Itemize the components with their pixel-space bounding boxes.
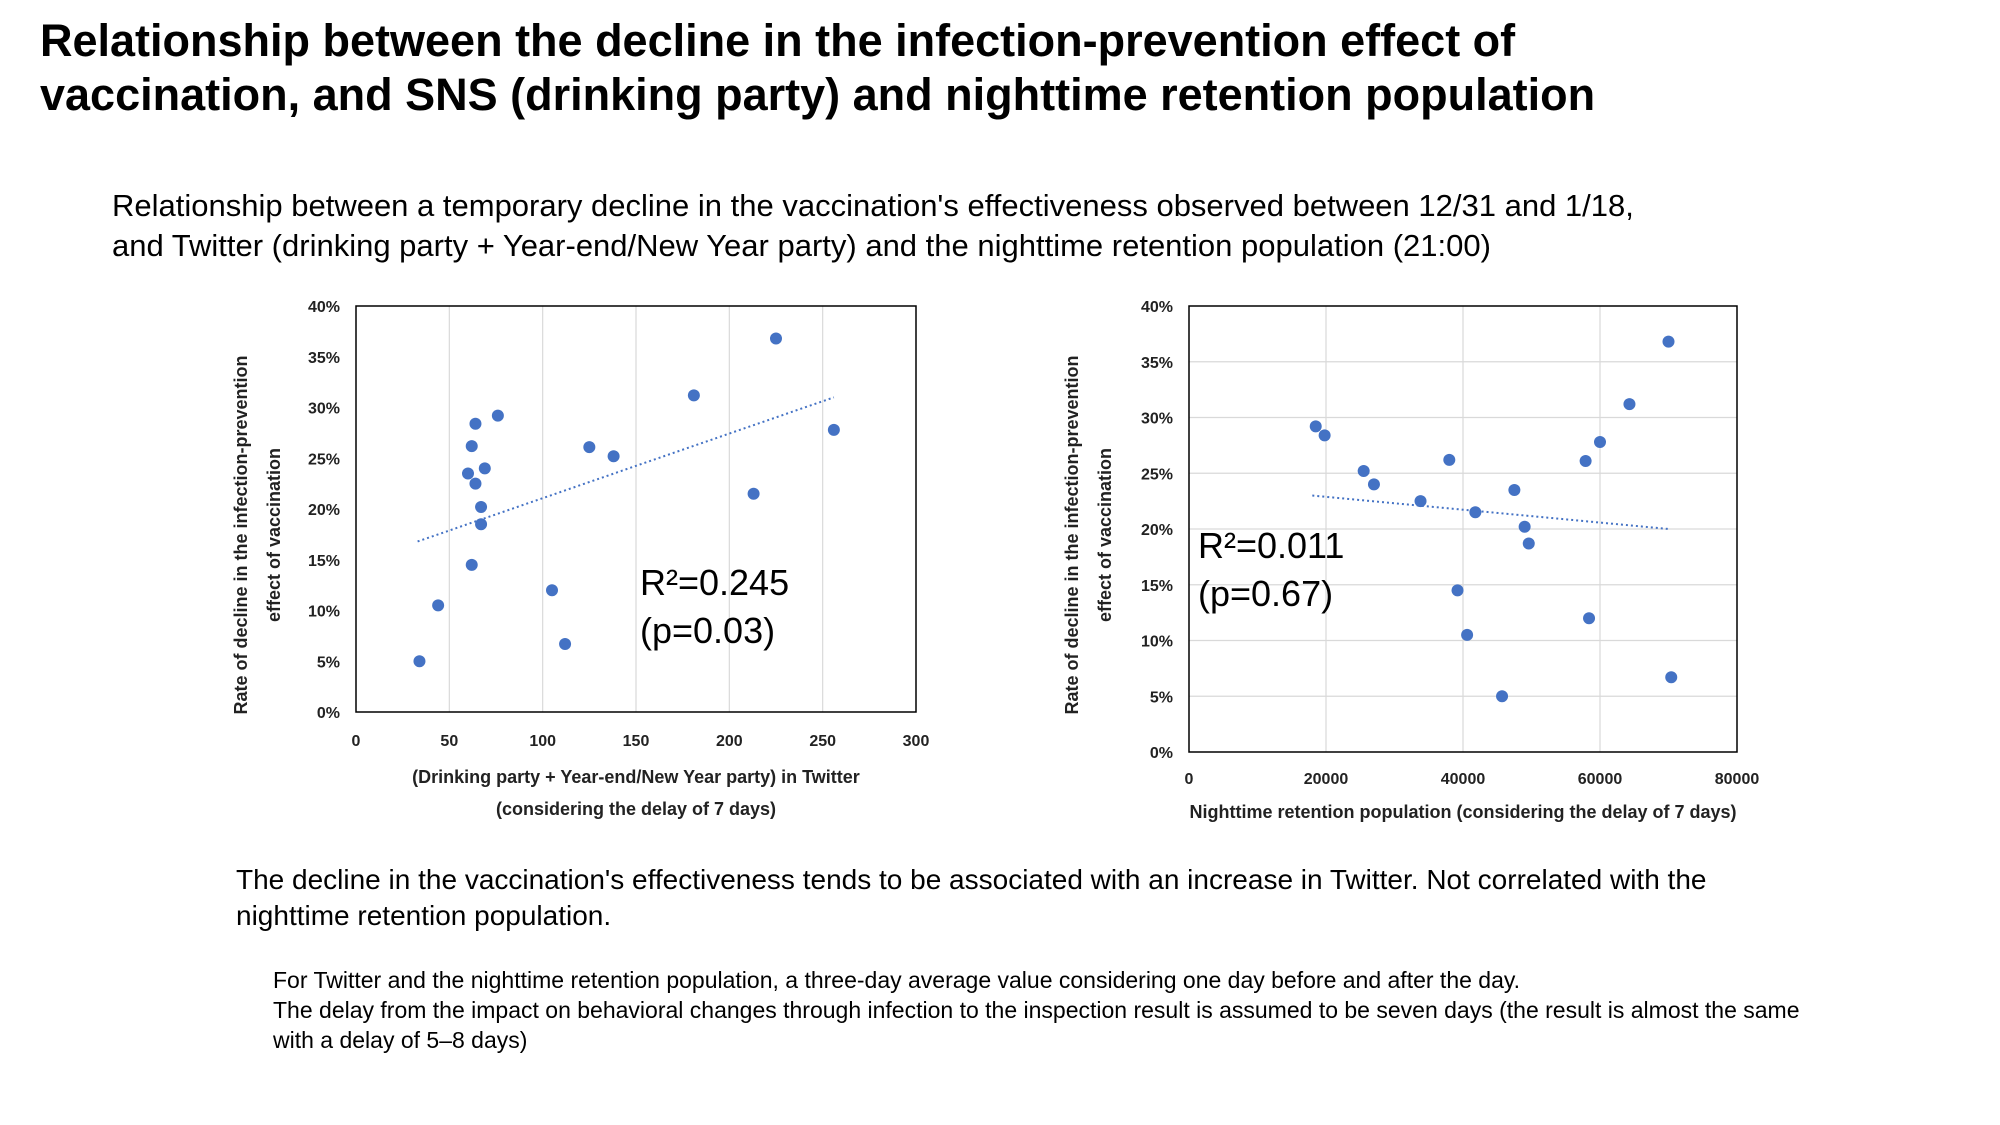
y-axis-label: Rate of decline in the infection-prevent… bbox=[1062, 355, 1082, 714]
chart-nighttime-population: 0% 5% 10% 15% 20% 25% 30% 35% 40% 0 20000 40000 6000… bbox=[1062, 299, 1759, 822]
x-tick-label: 0 bbox=[1185, 771, 1194, 788]
p-value-label: (p=0.03) bbox=[640, 610, 775, 651]
y-tick-label: 15% bbox=[308, 553, 340, 570]
x-tick-label: 40000 bbox=[1441, 771, 1486, 788]
data-point bbox=[478, 462, 491, 475]
data-point bbox=[432, 599, 445, 612]
plot-area-frame bbox=[355, 305, 917, 713]
data-point bbox=[475, 500, 488, 513]
data-point bbox=[1367, 478, 1380, 491]
y-tick-label: 10% bbox=[308, 604, 340, 621]
data-point bbox=[1508, 483, 1521, 496]
x-axis-label: Nighttime retention population (consider… bbox=[1189, 802, 1736, 822]
trendline bbox=[417, 396, 835, 543]
x-tick-label: 100 bbox=[529, 733, 556, 750]
title-line-1: Relationship between the decline in the … bbox=[40, 15, 1516, 66]
y-tick-label: 25% bbox=[1141, 466, 1173, 483]
x-tick-label: 0 bbox=[352, 733, 361, 750]
data-point bbox=[1583, 612, 1596, 625]
x-tick-label: 200 bbox=[716, 733, 743, 750]
x-axis-label: (considering the delay of 7 days) bbox=[496, 799, 776, 819]
data-point bbox=[1451, 584, 1464, 597]
y-tick-label: 20% bbox=[1141, 522, 1173, 539]
title-line-2: vaccination, and SNS (drinking party) an… bbox=[40, 69, 1596, 120]
data-point bbox=[559, 637, 572, 650]
y-tick-label: 30% bbox=[1141, 411, 1173, 428]
data-point bbox=[747, 487, 760, 500]
y-tick-label: 0% bbox=[317, 705, 340, 722]
x-tick-label: 60000 bbox=[1578, 771, 1623, 788]
x-tick-label: 50 bbox=[440, 733, 458, 750]
data-point bbox=[607, 450, 620, 463]
data-point bbox=[1579, 454, 1592, 467]
subtitle-line-1: Relationship between a temporary decline… bbox=[112, 188, 1634, 223]
data-point bbox=[1357, 465, 1370, 478]
x-tick-label: 300 bbox=[903, 733, 930, 750]
data-point bbox=[1469, 506, 1482, 519]
data-point bbox=[1496, 690, 1509, 703]
footnote-line-2: The delay from the impact on behavioral … bbox=[273, 997, 1800, 1053]
x-tick-label: 20000 bbox=[1304, 771, 1349, 788]
y-axis-label: Rate of decline in the infection-prevent… bbox=[231, 355, 251, 714]
data-point bbox=[462, 467, 474, 480]
data-point bbox=[475, 518, 488, 531]
r-squared-label: R²=0.245 bbox=[640, 562, 789, 603]
page-subtitle: Relationship between a temporary decline… bbox=[112, 186, 1912, 266]
data-point bbox=[1461, 628, 1474, 641]
data-point bbox=[1309, 420, 1322, 433]
y-axis-label: effect of vaccination bbox=[264, 448, 284, 622]
footnote-line-1: For Twitter and the nighttime retention … bbox=[273, 967, 1521, 993]
data-point bbox=[469, 477, 482, 490]
data-point bbox=[465, 558, 478, 571]
data-point bbox=[1443, 453, 1456, 466]
y-axis-label: effect of vaccination bbox=[1095, 448, 1115, 622]
data-point bbox=[413, 655, 426, 668]
y-tick-label: 0% bbox=[1150, 745, 1173, 762]
data-point bbox=[491, 409, 504, 422]
y-tick-label: 15% bbox=[1141, 578, 1173, 595]
data-point bbox=[1665, 671, 1678, 684]
data-point bbox=[1594, 436, 1606, 449]
page-title: Relationship between the decline in the … bbox=[40, 14, 1940, 122]
x-tick-label: 250 bbox=[809, 733, 836, 750]
y-tick-label: 25% bbox=[308, 451, 340, 468]
y-tick-label: 30% bbox=[308, 401, 340, 418]
plot-area-frame bbox=[1188, 305, 1738, 753]
trendline bbox=[1312, 494, 1669, 530]
data-point bbox=[469, 417, 482, 430]
p-value-label: (p=0.67) bbox=[1198, 573, 1333, 614]
data-point bbox=[770, 332, 782, 345]
data-point bbox=[1414, 495, 1427, 508]
data-point bbox=[1662, 335, 1675, 348]
x-tick-label: 80000 bbox=[1715, 771, 1760, 788]
data-point bbox=[1522, 537, 1535, 550]
data-point bbox=[687, 389, 700, 402]
r-squared-label: R²=0.011 bbox=[1198, 525, 1344, 566]
x-axis-label: (Drinking party + Year-end/New Year part… bbox=[412, 767, 860, 787]
subtitle-line-2: and Twitter (drinking party + Year-end/N… bbox=[112, 228, 1491, 263]
chart-twitter: 0% 5% 10% 15% 20% 25% 30% 35% 40% 0 50 100 150 200 250… bbox=[231, 299, 929, 819]
y-tick-label: 10% bbox=[1141, 634, 1173, 651]
y-tick-label: 35% bbox=[308, 350, 340, 367]
conclusion-text: The decline in the vaccination's effecti… bbox=[236, 864, 1707, 931]
data-point bbox=[583, 441, 596, 454]
y-tick-label: 20% bbox=[308, 502, 340, 519]
data-point bbox=[1518, 520, 1531, 533]
x-tick-label: 150 bbox=[623, 733, 650, 750]
data-point bbox=[827, 423, 840, 436]
data-point bbox=[1318, 429, 1331, 442]
y-tick-label: 5% bbox=[1150, 689, 1173, 706]
y-tick-label: 35% bbox=[1141, 355, 1173, 372]
footnotes: For Twitter and the nighttime retention … bbox=[273, 965, 1833, 1055]
y-tick-label: 5% bbox=[317, 654, 340, 671]
data-point bbox=[546, 584, 558, 597]
y-tick-label: 40% bbox=[308, 299, 340, 316]
data-point bbox=[1623, 398, 1636, 411]
y-tick-label: 40% bbox=[1141, 299, 1173, 316]
data-point bbox=[465, 440, 478, 453]
